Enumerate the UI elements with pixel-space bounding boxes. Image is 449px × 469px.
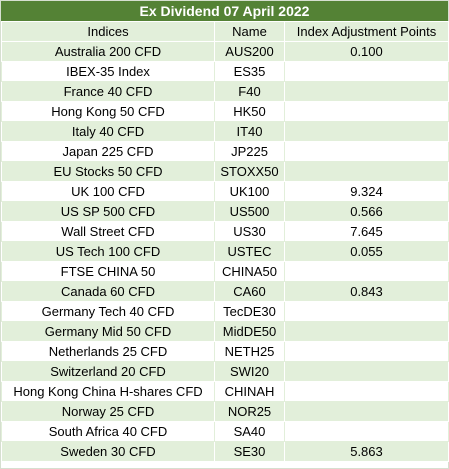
table-row: Australia 200 CFD AUS200 0.100: [1, 41, 449, 62]
cell-adjustment: [284, 301, 449, 322]
header-indices: Indices: [1, 21, 215, 42]
table-title: Ex Dividend 07 April 2022: [1, 1, 448, 21]
cell-index: France 40 CFD: [1, 81, 215, 102]
table-row: US SP 500 CFD US500 0.566: [1, 201, 449, 222]
table-row: Norway 25 CFD NOR25: [1, 401, 449, 422]
cell-name: MidDE50: [214, 321, 285, 342]
table-row: Wall Street CFD US30 7.645: [1, 221, 449, 242]
cell-index: Norway 25 CFD: [1, 401, 215, 422]
header-adjustment-points: Index Adjustment Points: [284, 21, 449, 42]
cell-name: HK50: [214, 101, 285, 122]
cell-adjustment: [284, 381, 449, 402]
table-row: France 40 CFD F40: [1, 81, 449, 102]
header-row: Indices Name Index Adjustment Points: [1, 21, 449, 42]
table-row: Netherlands 25 CFD NETH25: [1, 341, 449, 362]
cell-index: US SP 500 CFD: [1, 201, 215, 222]
cell-name: F40: [214, 81, 285, 102]
dividend-table: Indices Name Index Adjustment Points Aus…: [1, 21, 449, 462]
table-row: UK 100 CFD UK100 9.324: [1, 181, 449, 202]
table-row: Canada 60 CFD CA60 0.843: [1, 281, 449, 302]
cell-name: US30: [214, 221, 285, 242]
cell-adjustment: [284, 401, 449, 422]
cell-name: CHINAH: [214, 381, 285, 402]
table-row: Switzerland 20 CFD SWI20: [1, 361, 449, 382]
cell-name: SE30: [214, 441, 285, 462]
cell-name: NOR25: [214, 401, 285, 422]
cell-name: SWI20: [214, 361, 285, 382]
cell-index: Hong Kong China H-shares CFD: [1, 381, 215, 402]
cell-index: Germany Mid 50 CFD: [1, 321, 215, 342]
table-row: Hong Kong 50 CFD HK50: [1, 101, 449, 122]
cell-name: STOXX50: [214, 161, 285, 182]
cell-name: US500: [214, 201, 285, 222]
table-row: Germany Tech 40 CFD TecDE30: [1, 301, 449, 322]
cell-name: AUS200: [214, 41, 285, 62]
cell-name: NETH25: [214, 341, 285, 362]
cell-name: TecDE30: [214, 301, 285, 322]
cell-index: Australia 200 CFD: [1, 41, 215, 62]
table-row: Italy 40 CFD IT40: [1, 121, 449, 142]
cell-name: SA40: [214, 421, 285, 442]
cell-adjustment: [284, 141, 449, 162]
cell-index: UK 100 CFD: [1, 181, 215, 202]
cell-adjustment: [284, 121, 449, 142]
cell-index: Switzerland 20 CFD: [1, 361, 215, 382]
cell-name: CHINA50: [214, 261, 285, 282]
cell-adjustment: [284, 101, 449, 122]
cell-adjustment: 0.055: [284, 241, 449, 262]
cell-index: EU Stocks 50 CFD: [1, 161, 215, 182]
cell-index: Wall Street CFD: [1, 221, 215, 242]
cell-name: JP225: [214, 141, 285, 162]
cell-adjustment: [284, 261, 449, 282]
cell-adjustment: 0.566: [284, 201, 449, 222]
table-row: South Africa 40 CFD SA40: [1, 421, 449, 442]
cell-adjustment: [284, 81, 449, 102]
cell-index: IBEX-35 Index: [1, 61, 215, 82]
cell-index: Germany Tech 40 CFD: [1, 301, 215, 322]
table-row: Sweden 30 CFD SE30 5.863: [1, 441, 449, 462]
cell-name: ES35: [214, 61, 285, 82]
cell-index: Netherlands 25 CFD: [1, 341, 215, 362]
cell-name: UK100: [214, 181, 285, 202]
cell-adjustment: [284, 321, 449, 342]
cell-index: South Africa 40 CFD: [1, 421, 215, 442]
cell-adjustment: 7.645: [284, 221, 449, 242]
header-name: Name: [214, 21, 285, 42]
cell-adjustment: [284, 341, 449, 362]
table-row: FTSE CHINA 50 CHINA50: [1, 261, 449, 282]
cell-adjustment: [284, 421, 449, 442]
cell-adjustment: 0.100: [284, 41, 449, 62]
cell-index: Italy 40 CFD: [1, 121, 215, 142]
cell-index: Hong Kong 50 CFD: [1, 101, 215, 122]
cell-index: FTSE CHINA 50: [1, 261, 215, 282]
cell-name: USTEC: [214, 241, 285, 262]
cell-adjustment: 9.324: [284, 181, 449, 202]
cell-adjustment: [284, 361, 449, 382]
cell-adjustment: [284, 161, 449, 182]
table-row: US Tech 100 CFD USTEC 0.055: [1, 241, 449, 262]
cell-index: Sweden 30 CFD: [1, 441, 215, 462]
table-row: Japan 225 CFD JP225: [1, 141, 449, 162]
cell-adjustment: 0.843: [284, 281, 449, 302]
cell-adjustment: [284, 61, 449, 82]
table-row: EU Stocks 50 CFD STOXX50: [1, 161, 449, 182]
table-row: Germany Mid 50 CFD MidDE50: [1, 321, 449, 342]
cell-name: IT40: [214, 121, 285, 142]
table-row: Hong Kong China H-shares CFD CHINAH: [1, 381, 449, 402]
cell-adjustment: 5.863: [284, 441, 449, 462]
cell-index: Canada 60 CFD: [1, 281, 215, 302]
cell-index: Japan 225 CFD: [1, 141, 215, 162]
table-row: IBEX-35 Index ES35: [1, 61, 449, 82]
cell-index: US Tech 100 CFD: [1, 241, 215, 262]
cell-name: CA60: [214, 281, 285, 302]
